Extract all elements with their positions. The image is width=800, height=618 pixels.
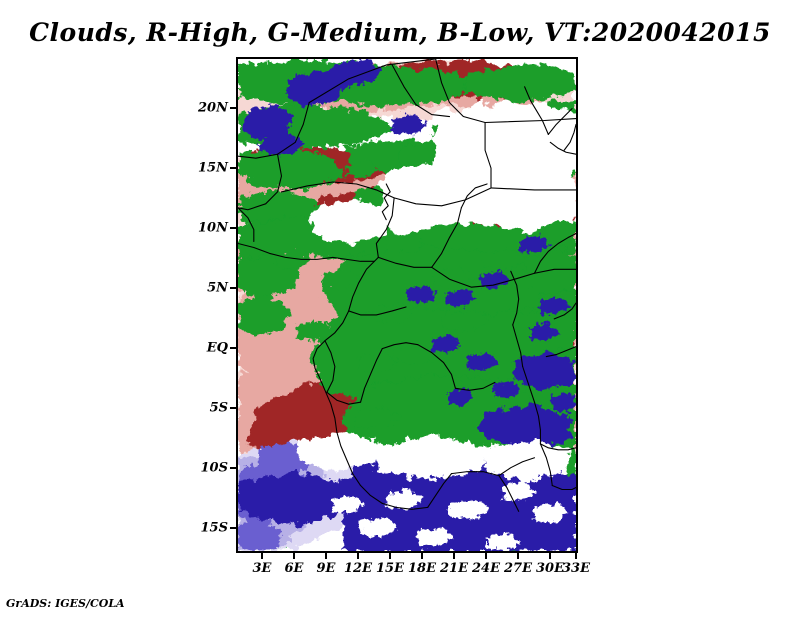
x-tick-label: 21E xyxy=(440,561,468,576)
plot-frame xyxy=(236,57,578,553)
y-tick-label: 10N xyxy=(198,220,228,236)
x-tick-mark xyxy=(549,553,551,559)
grads-attribution: GrADS: IGES/COLA xyxy=(6,597,125,610)
y-tick-label: EQ xyxy=(206,340,228,356)
y-tick-mark xyxy=(230,167,236,169)
x-tick-label: 12E xyxy=(344,561,372,576)
y-tick-label: 10S xyxy=(200,460,228,476)
page-title: Clouds, R-High, G-Medium, B-Low, VT:2020… xyxy=(29,18,771,47)
x-tick-mark xyxy=(421,553,423,559)
x-tick-mark xyxy=(485,553,487,559)
map-plot-area: 20N 15N 10N 5N EQ 5S 10S 15S 3E 6E 9E 12… xyxy=(198,57,590,576)
x-tick-mark xyxy=(325,553,327,559)
x-tick-label: 9E xyxy=(316,561,336,576)
y-tick-label: 5N xyxy=(207,280,228,296)
x-tick-mark xyxy=(389,553,391,559)
y-tick-mark xyxy=(230,227,236,229)
y-tick-label: 15N xyxy=(198,160,228,176)
cloud-composite-map xyxy=(238,59,576,551)
x-tick-mark xyxy=(293,553,295,559)
y-tick-mark xyxy=(230,407,236,409)
y-tick-label: 5S xyxy=(209,400,228,416)
x-tick-mark xyxy=(517,553,519,559)
x-tick-label: 33E xyxy=(562,561,590,576)
y-tick-mark xyxy=(230,287,236,289)
x-tick-label: 24E xyxy=(472,561,500,576)
y-tick-mark xyxy=(230,347,236,349)
y-tick-label: 20N xyxy=(198,100,228,116)
x-tick-label: 30E xyxy=(536,561,564,576)
x-tick-label: 18E xyxy=(408,561,436,576)
x-tick-label: 27E xyxy=(504,561,532,576)
x-tick-label: 15E xyxy=(376,561,404,576)
x-tick-mark xyxy=(453,553,455,559)
x-tick-mark xyxy=(357,553,359,559)
x-tick-mark xyxy=(261,553,263,559)
y-tick-mark xyxy=(230,107,236,109)
x-tick-label: 6E xyxy=(284,561,304,576)
y-tick-label: 15S xyxy=(200,520,228,536)
x-tick-label: 3E xyxy=(252,561,272,576)
y-tick-mark xyxy=(230,467,236,469)
y-tick-mark xyxy=(230,527,236,529)
x-tick-mark xyxy=(575,553,577,559)
